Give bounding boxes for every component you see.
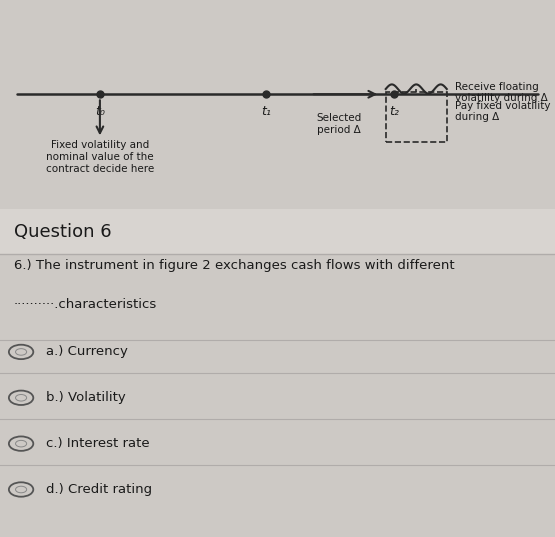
Text: a.) Currency: a.) Currency bbox=[46, 345, 128, 358]
Text: Fixed volatility and
nominal value of the
contract decide here: Fixed volatility and nominal value of th… bbox=[46, 140, 154, 173]
Text: t₀: t₀ bbox=[95, 105, 105, 118]
Text: d.) Credit rating: d.) Credit rating bbox=[46, 483, 152, 496]
Text: ··········.characteristics: ··········.characteristics bbox=[14, 298, 157, 311]
Text: 6.) The instrument in figure 2 exchanges cash flows with different: 6.) The instrument in figure 2 exchanges… bbox=[14, 258, 455, 272]
Text: t₁: t₁ bbox=[261, 105, 271, 118]
Text: t₂: t₂ bbox=[389, 105, 399, 118]
Text: b.) Volatility: b.) Volatility bbox=[46, 391, 125, 404]
Text: Selected
period Δ: Selected period Δ bbox=[316, 113, 361, 135]
Polygon shape bbox=[0, 209, 555, 253]
Text: Pay fixed volatility
during Δ: Pay fixed volatility during Δ bbox=[455, 100, 551, 122]
Text: Question 6: Question 6 bbox=[14, 222, 112, 241]
Text: Receive floating
volatility during Δ: Receive floating volatility during Δ bbox=[455, 82, 548, 103]
Text: c.) Interest rate: c.) Interest rate bbox=[46, 437, 149, 450]
